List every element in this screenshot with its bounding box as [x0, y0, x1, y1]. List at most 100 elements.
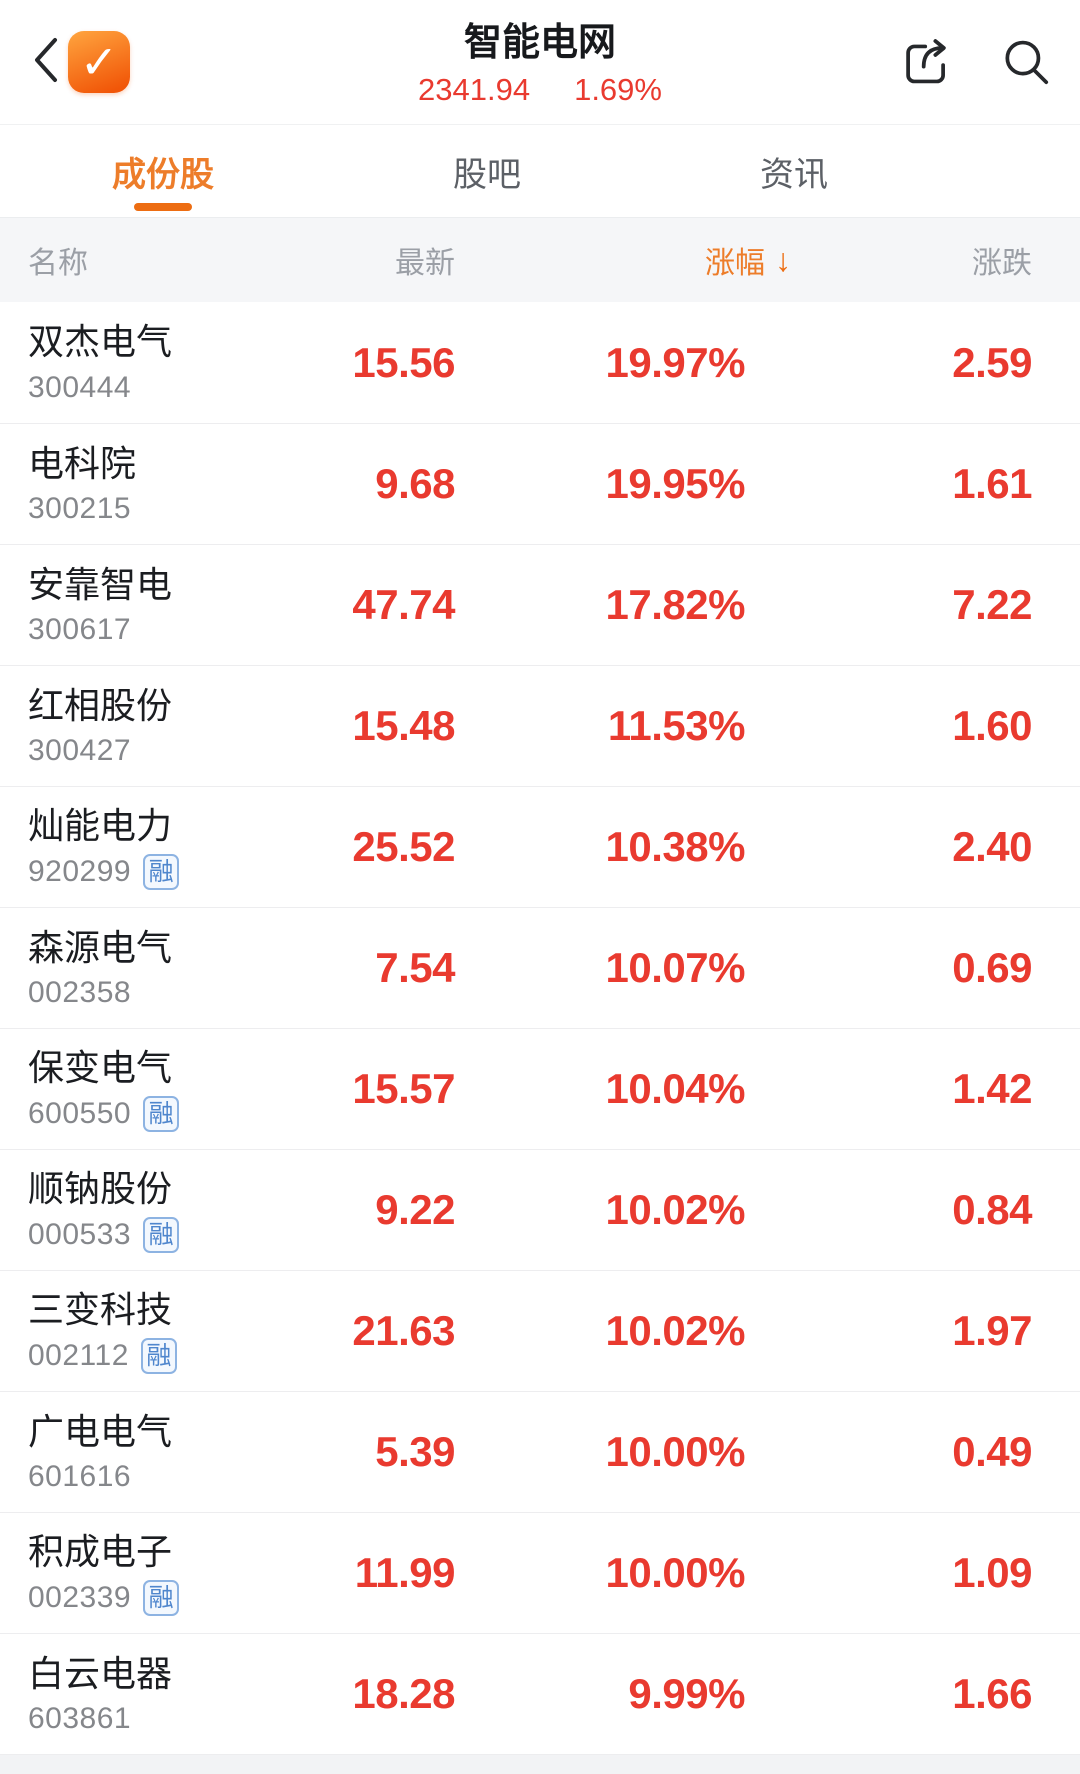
- stock-code: 300444: [28, 370, 132, 404]
- stock-name: 红相股份: [28, 684, 173, 726]
- stock-code: 300427: [28, 734, 132, 768]
- table-row[interactable]: 灿能电力 920299 融 25.52 10.38% 2.40: [0, 786, 1080, 907]
- change-percent: 10.02%: [605, 1307, 746, 1354]
- title-block: 智能电网 2341.94 1.69%: [418, 16, 662, 108]
- stock-code: 300617: [28, 613, 132, 647]
- change-percent: 17.82%: [605, 581, 746, 628]
- column-header-change-percent[interactable]: 涨幅 ↓: [705, 238, 791, 282]
- change-amount: 0.49: [952, 1428, 1032, 1475]
- last-price: 25.52: [352, 823, 455, 870]
- share-icon[interactable]: [898, 34, 954, 90]
- name-cell: 红相股份 300427: [28, 684, 280, 768]
- margin-badge: 融: [143, 1580, 180, 1617]
- stock-code: 000533: [28, 1218, 132, 1252]
- margin-badge: 融: [143, 854, 180, 891]
- top-nav: ✓ 智能电网 2341.94 1.69%: [0, 0, 1080, 125]
- name-cell: 广电电气 601616: [28, 1410, 280, 1494]
- change-amount: 1.09: [952, 1549, 1032, 1596]
- stock-meta: 300444: [28, 371, 280, 405]
- stock-meta: 601616: [28, 1460, 280, 1494]
- table-row[interactable]: 双杰电气 300444 15.56 19.97% 2.59: [0, 302, 1080, 423]
- back-button[interactable]: [22, 30, 70, 94]
- nav-actions: [898, 34, 1054, 90]
- table-row[interactable]: 森源电气 002358 7.54 10.07% 0.69: [0, 907, 1080, 1028]
- tab-news[interactable]: 资讯: [760, 125, 828, 217]
- app-checkmark-icon[interactable]: ✓: [68, 31, 130, 93]
- stock-code: 600550: [28, 1097, 132, 1131]
- table-row[interactable]: 三变科技 002112 融 21.63 10.02% 1.97: [0, 1270, 1080, 1391]
- tab-bar: 成份股 股吧 资讯: [0, 125, 1080, 218]
- name-cell: 保变电气 600550 融: [28, 1046, 280, 1133]
- stock-name: 双杰电气: [28, 321, 173, 363]
- tab-components[interactable]: 成份股: [112, 125, 214, 217]
- change-amount: 0.84: [952, 1186, 1032, 1233]
- stock-meta: 002112 融: [28, 1338, 280, 1375]
- stock-code: 601616: [28, 1460, 132, 1494]
- name-cell: 森源电气 002358: [28, 926, 280, 1010]
- change-amount: 1.42: [952, 1065, 1032, 1112]
- tab-label: 成份股: [112, 155, 214, 194]
- change-amount: 0.69: [952, 944, 1032, 991]
- table-row[interactable]: 白云电器 603861 18.28 9.99% 1.66: [0, 1633, 1080, 1754]
- change-percent: 9.99%: [628, 1670, 745, 1717]
- stock-meta: 300427: [28, 734, 280, 768]
- last-price: 47.74: [352, 581, 455, 628]
- column-header-change: 涨跌: [972, 247, 1032, 280]
- table-row[interactable]: 顺钠股份 000533 融 9.22 10.02% 0.84: [0, 1149, 1080, 1270]
- name-cell: 白云电器 603861: [28, 1652, 280, 1736]
- tab-label: 股吧: [453, 155, 521, 194]
- change-amount: 1.97: [952, 1307, 1032, 1354]
- stock-code: 300215: [28, 492, 132, 526]
- chevron-left-icon: [31, 34, 61, 91]
- change-percent: 19.97%: [605, 338, 746, 386]
- name-cell: 顺钠股份 000533 融: [28, 1167, 280, 1254]
- tab-forum[interactable]: 股吧: [453, 125, 521, 217]
- tab-label: 资讯: [760, 155, 828, 194]
- stock-name: 森源电气: [28, 926, 173, 968]
- last-price: 9.68: [375, 460, 455, 507]
- change-percent: 10.00%: [605, 1549, 746, 1596]
- stock-name: 积成电子: [28, 1530, 173, 1572]
- index-summary: 2341.94 1.69%: [418, 72, 662, 108]
- column-header-name: 名称: [28, 247, 88, 280]
- table-row[interactable]: 电科院 300215 9.68 19.95% 1.61: [0, 423, 1080, 544]
- index-change-percent: 1.69%: [574, 71, 662, 107]
- stock-meta: 300617: [28, 613, 280, 647]
- margin-badge: 融: [140, 1338, 177, 1375]
- change-amount: 1.61: [952, 460, 1032, 507]
- table-row[interactable]: 安靠智电 300617 47.74 17.82% 7.22: [0, 544, 1080, 665]
- stock-meta: 000533 融: [28, 1217, 280, 1254]
- stock-code: 002339: [28, 1581, 132, 1615]
- change-percent: 10.07%: [605, 944, 746, 991]
- stock-name: 顺钠股份: [28, 1167, 173, 1209]
- change-amount: 2.40: [952, 823, 1032, 870]
- stock-code: 920299: [28, 855, 132, 889]
- stock-name: 灿能电力: [28, 804, 173, 846]
- margin-badge: 融: [143, 1096, 180, 1133]
- checkmark-glyph: ✓: [79, 36, 119, 88]
- last-price: 5.39: [375, 1428, 455, 1475]
- stock-table-body: 双杰电气 300444 15.56 19.97% 2.59 电科院 300215…: [0, 302, 1080, 1754]
- change-amount: 7.22: [952, 581, 1032, 628]
- stock-meta: 300215: [28, 492, 280, 526]
- stock-meta: 603861: [28, 1702, 280, 1736]
- name-cell: 三变科技 002112 融: [28, 1288, 280, 1375]
- stock-meta: 920299 融: [28, 854, 280, 891]
- index-value: 2341.94: [418, 71, 531, 107]
- column-header-last: 最新: [395, 247, 455, 280]
- last-price: 11.99: [354, 1549, 456, 1596]
- table-row[interactable]: 保变电气 600550 融 15.57 10.04% 1.42: [0, 1028, 1080, 1149]
- change-percent: 10.38%: [605, 823, 746, 870]
- table-row[interactable]: 红相股份 300427 15.48 11.53% 1.60: [0, 665, 1080, 786]
- change-amount: 1.66: [952, 1670, 1032, 1717]
- stock-name: 三变科技: [28, 1288, 173, 1330]
- table-row[interactable]: 广电电气 601616 5.39 10.00% 0.49: [0, 1391, 1080, 1512]
- name-cell: 双杰电气 300444: [28, 320, 280, 404]
- table-row[interactable]: 积成电子 002339 融 11.99 10.00% 1.09: [0, 1512, 1080, 1633]
- change-amount: 1.60: [952, 702, 1032, 749]
- stock-name: 保变电气: [28, 1046, 173, 1088]
- last-price: 15.56: [352, 338, 455, 386]
- search-icon[interactable]: [998, 34, 1054, 90]
- page-title: 智能电网: [463, 22, 616, 65]
